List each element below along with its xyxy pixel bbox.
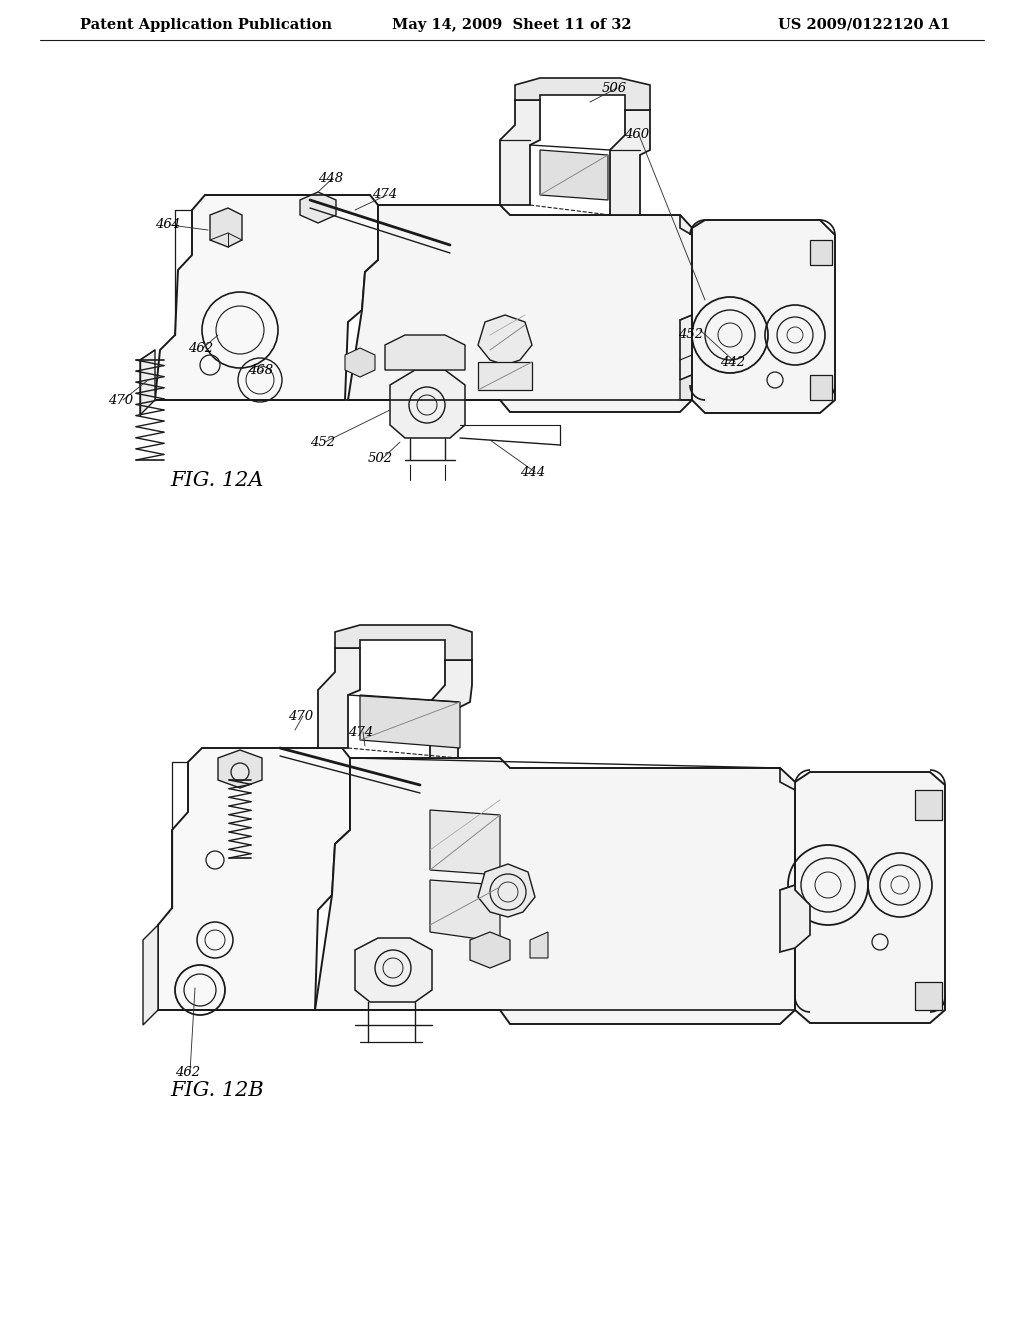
Polygon shape [385,335,465,370]
Text: 474: 474 [348,726,373,738]
Polygon shape [430,810,500,875]
Polygon shape [430,880,500,942]
Polygon shape [335,624,472,660]
Polygon shape [915,789,942,820]
Circle shape [231,763,249,781]
Text: 470: 470 [288,710,313,722]
Polygon shape [515,78,650,110]
Text: Patent Application Publication: Patent Application Publication [80,18,332,32]
Text: 444: 444 [520,466,545,479]
Polygon shape [218,750,262,788]
Polygon shape [780,768,810,952]
Text: 452: 452 [678,329,703,342]
Polygon shape [530,932,548,958]
Text: May 14, 2009  Sheet 11 of 32: May 14, 2009 Sheet 11 of 32 [392,18,632,32]
Polygon shape [390,370,465,438]
Polygon shape [345,348,375,378]
Text: 462: 462 [175,1065,200,1078]
Text: 460: 460 [624,128,649,141]
Polygon shape [348,205,692,412]
Polygon shape [143,925,158,1026]
Text: 452: 452 [310,436,335,449]
Text: FIG. 12A: FIG. 12A [170,470,263,490]
Text: 474: 474 [372,189,397,202]
Text: FIG. 12B: FIG. 12B [170,1081,264,1100]
Polygon shape [300,191,336,223]
Polygon shape [318,648,360,748]
Text: 462: 462 [188,342,213,355]
Polygon shape [315,758,795,1024]
Polygon shape [360,696,460,748]
Polygon shape [810,240,831,265]
Polygon shape [140,350,155,414]
Polygon shape [500,100,540,205]
Polygon shape [470,932,510,968]
Text: 502: 502 [368,451,393,465]
Polygon shape [610,110,650,215]
Text: 448: 448 [318,172,343,185]
Polygon shape [430,660,472,758]
Polygon shape [810,375,831,400]
Polygon shape [692,220,835,413]
Polygon shape [355,939,432,1002]
Polygon shape [540,150,608,201]
Polygon shape [155,195,378,400]
Polygon shape [680,215,705,380]
Polygon shape [210,209,242,247]
Text: 506: 506 [602,82,627,95]
Text: 442: 442 [720,355,745,368]
Polygon shape [795,772,945,1023]
Text: 470: 470 [108,393,133,407]
Text: 464: 464 [155,219,180,231]
Text: US 2009/0122120 A1: US 2009/0122120 A1 [778,18,950,32]
Text: 468: 468 [248,363,273,376]
Polygon shape [478,362,532,389]
Polygon shape [158,748,350,1010]
Polygon shape [680,362,705,400]
Polygon shape [915,982,942,1010]
Polygon shape [478,865,535,917]
Polygon shape [478,315,532,366]
